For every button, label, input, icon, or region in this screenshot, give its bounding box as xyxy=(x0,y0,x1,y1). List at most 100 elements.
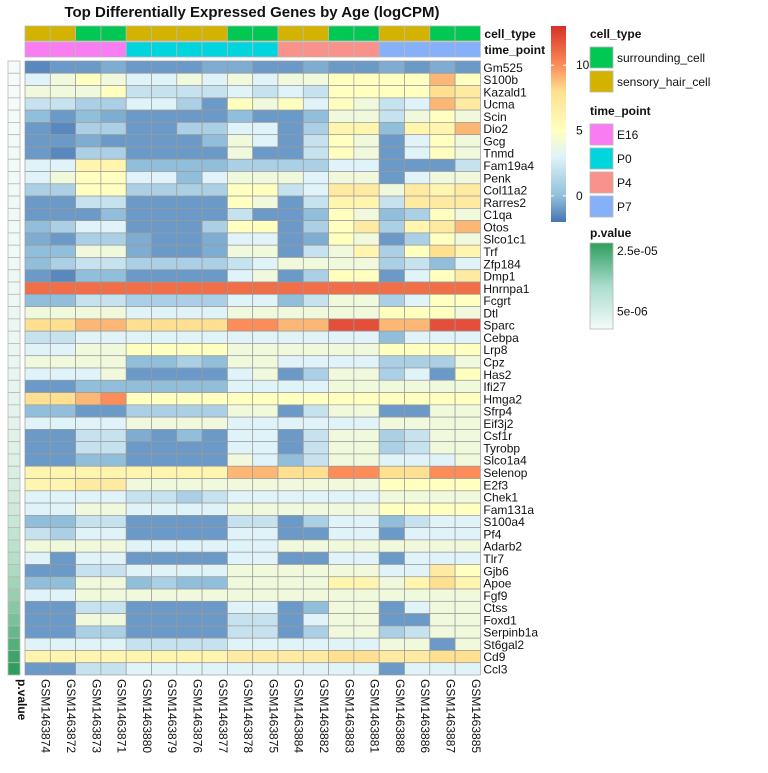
heatmap-cell xyxy=(404,134,431,148)
heatmap-cell xyxy=(201,527,228,541)
heatmap-cell xyxy=(75,429,102,443)
heatmap-cell xyxy=(227,416,254,430)
heatmap-cell xyxy=(125,502,152,516)
heatmap-cell xyxy=(404,637,431,651)
heatmap-cell xyxy=(252,416,279,430)
gene-label: Chek1 xyxy=(483,491,518,505)
heatmap-cell xyxy=(75,404,102,418)
heatmap-cell xyxy=(49,588,76,602)
heatmap-cell xyxy=(277,379,304,393)
heatmap-cell xyxy=(302,208,329,221)
heatmap-cell xyxy=(24,72,51,86)
heatmap-cell xyxy=(49,429,76,443)
heatmap-cell xyxy=(328,625,355,639)
heatmap-cell xyxy=(49,134,76,148)
heatmap-cell xyxy=(277,515,304,528)
heatmap-cell xyxy=(252,195,279,209)
pvalue-cell xyxy=(7,539,21,553)
heatmap-cell xyxy=(201,122,228,136)
heatmap-cell xyxy=(75,379,102,393)
heatmap-cell xyxy=(454,551,481,565)
gene-label: Has2 xyxy=(483,368,511,382)
heatmap-cell xyxy=(24,158,51,172)
heatmap-cell xyxy=(24,208,51,221)
heatmap-cell xyxy=(176,551,203,565)
heatmap-cell xyxy=(24,257,51,271)
heatmap-cell xyxy=(227,478,254,492)
heatmap-cell xyxy=(353,257,380,271)
heatmap-cell xyxy=(176,515,203,528)
heatmap-cell xyxy=(49,318,76,332)
heatmap-cell xyxy=(125,551,152,565)
heatmap-cell xyxy=(353,134,380,148)
heatmap-cell xyxy=(429,576,456,590)
heatmap-cell xyxy=(277,490,304,504)
heatmap-cell xyxy=(125,367,152,381)
heatmap-cell xyxy=(201,515,228,528)
sample-label: GSM1463872 xyxy=(64,679,78,753)
heatmap-cell xyxy=(353,330,380,344)
heatmap-cell xyxy=(404,515,431,528)
heatmap-cell xyxy=(24,220,51,234)
heatmap-cell xyxy=(378,650,405,664)
heatmap-cell xyxy=(151,625,178,639)
heatmap-cell xyxy=(100,257,127,271)
heatmap-cell xyxy=(75,208,102,221)
legend-swatch-P0 xyxy=(589,147,614,170)
heatmap-cell xyxy=(24,232,51,246)
heatmap-cell xyxy=(75,183,102,197)
heatmap-cell xyxy=(454,539,481,553)
heatmap-cell xyxy=(227,220,254,234)
heatmap-cell xyxy=(277,416,304,430)
heatmap-cell xyxy=(328,208,355,221)
heatmap-cell xyxy=(378,208,405,221)
heatmap-cell xyxy=(277,134,304,148)
heatmap-cell xyxy=(353,465,380,479)
heatmap-cell xyxy=(277,551,304,565)
heatmap-cell xyxy=(454,588,481,602)
legend-label-surrounding_cell: surrounding_cell xyxy=(617,51,705,65)
heatmap-cell xyxy=(176,564,203,578)
heatmap-cell xyxy=(100,478,127,492)
heatmap-cell xyxy=(328,613,355,627)
pvalue-legend-bar xyxy=(589,242,614,330)
heatmap-cell xyxy=(277,208,304,221)
heatmap-cell xyxy=(176,183,203,197)
heatmap-cell xyxy=(353,97,380,111)
heatmap-cell xyxy=(176,60,203,74)
gene-label: Gjb6 xyxy=(483,564,509,578)
heatmap-cell xyxy=(252,330,279,344)
heatmap-cell xyxy=(328,183,355,197)
heatmap-cell xyxy=(125,318,152,332)
heatmap-cell xyxy=(49,453,76,467)
heatmap-cell xyxy=(151,416,178,430)
heatmap-cell xyxy=(252,600,279,614)
gene-label: Serpinb1a xyxy=(483,626,538,640)
heatmap-cell xyxy=(176,208,203,221)
heatmap-cell xyxy=(277,281,304,295)
pvalue-cell xyxy=(7,379,21,393)
heatmap-cell xyxy=(353,379,380,393)
heatmap-cell xyxy=(302,109,329,123)
heatmap-cell xyxy=(353,564,380,578)
heatmap-cell xyxy=(378,318,405,332)
heatmap-cell xyxy=(302,465,329,479)
heatmap-cell xyxy=(125,576,152,590)
pvalue-cell xyxy=(7,441,21,455)
heatmap-cell xyxy=(125,60,152,74)
pvalue-cell xyxy=(7,195,21,209)
annotation-cell-time_point xyxy=(252,41,279,58)
heatmap-cell xyxy=(75,478,102,492)
heatmap-cell xyxy=(100,404,127,418)
heatmap-cell xyxy=(227,183,254,197)
heatmap-cell xyxy=(404,171,431,185)
heatmap-cell xyxy=(201,613,228,627)
heatmap-cell xyxy=(404,293,431,307)
heatmap-cell xyxy=(201,293,228,307)
heatmap-cell xyxy=(49,257,76,271)
heatmap-cell xyxy=(252,453,279,467)
heatmap-cell xyxy=(75,269,102,283)
heatmap-cell xyxy=(429,208,456,221)
heatmap-cell xyxy=(201,281,228,295)
heatmap-cell xyxy=(24,171,51,185)
